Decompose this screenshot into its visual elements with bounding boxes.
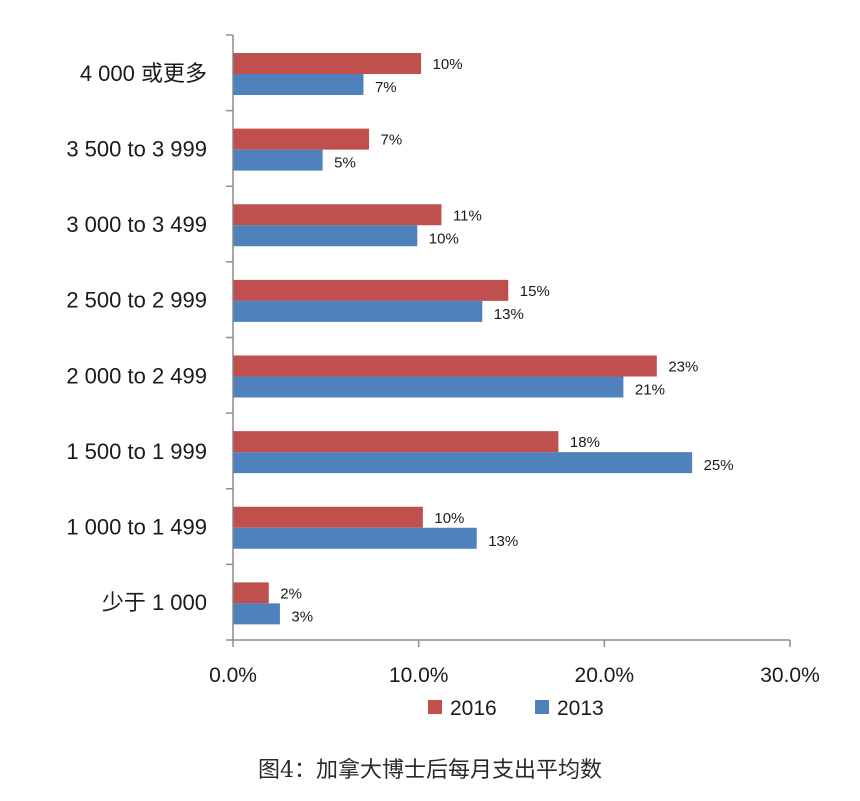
data-label-2013: 7%	[375, 79, 397, 96]
data-label-2013: 13%	[488, 533, 518, 550]
data-label-2013: 3%	[291, 608, 313, 625]
bar-chart: 0.0% 10.0% 20.0% 30.0% 4 000 或更多 10% 7% 3 500 t…	[66, 34, 820, 720]
figure-caption: 图4：加拿大博士后每月支出平均数	[258, 758, 602, 783]
category-label: 2 000 to 2 499	[66, 363, 207, 388]
data-label-2013: 10%	[429, 230, 459, 247]
bar-2016	[233, 53, 422, 74]
bar-2013	[233, 300, 483, 322]
x-tick-label: 10.0%	[389, 664, 449, 687]
x-tick-label: 20.0%	[575, 664, 635, 687]
data-label-2013: 25%	[704, 457, 734, 474]
bar-2013	[233, 149, 323, 171]
data-label-2013: 21%	[635, 382, 665, 399]
x-tick-label: 0.0%	[209, 664, 257, 687]
category-label: 2 500 to 2 999	[66, 288, 207, 313]
bar-2016	[233, 431, 559, 453]
data-label-2016: 11%	[453, 207, 482, 224]
data-label-2016: 18%	[570, 434, 600, 451]
data-label-2016: 10%	[434, 510, 464, 527]
bar-2013	[233, 603, 280, 625]
bar-2013	[233, 74, 364, 95]
bar-2013	[233, 452, 693, 474]
legend-label-2013: 2013	[557, 697, 604, 720]
data-label-2016: 7%	[381, 132, 403, 149]
bar-2016	[233, 279, 509, 301]
legend-swatch-2013	[535, 700, 549, 714]
category-label: 1 000 to 1 499	[66, 515, 207, 540]
data-label-2016: 15%	[520, 283, 550, 300]
legend-label-2016: 2016	[450, 697, 497, 720]
bar-2013	[233, 225, 418, 247]
category-label: 3 000 to 3 499	[66, 212, 207, 237]
bar-2016	[233, 506, 423, 528]
data-label-2013: 13%	[494, 306, 524, 323]
category-label: 1 500 to 1 999	[66, 439, 207, 464]
data-label-2013: 5%	[334, 155, 356, 172]
category-label: 少于 1 000	[102, 590, 207, 615]
bar-2016	[233, 128, 370, 150]
data-label-2016: 10%	[433, 56, 463, 73]
data-label-2016: 23%	[668, 359, 698, 376]
category-label: 4 000 或更多	[80, 61, 207, 86]
x-tick-label: 30.0%	[760, 664, 820, 687]
category-label: 3 500 to 3 999	[66, 136, 207, 161]
bar-2013	[233, 527, 477, 549]
bar-2016	[233, 204, 442, 226]
data-label-2016: 2%	[280, 585, 302, 602]
legend-swatch-2016	[428, 700, 442, 714]
bar-2013	[233, 376, 624, 398]
bar-2016	[233, 355, 657, 377]
bar-2016	[233, 582, 269, 604]
